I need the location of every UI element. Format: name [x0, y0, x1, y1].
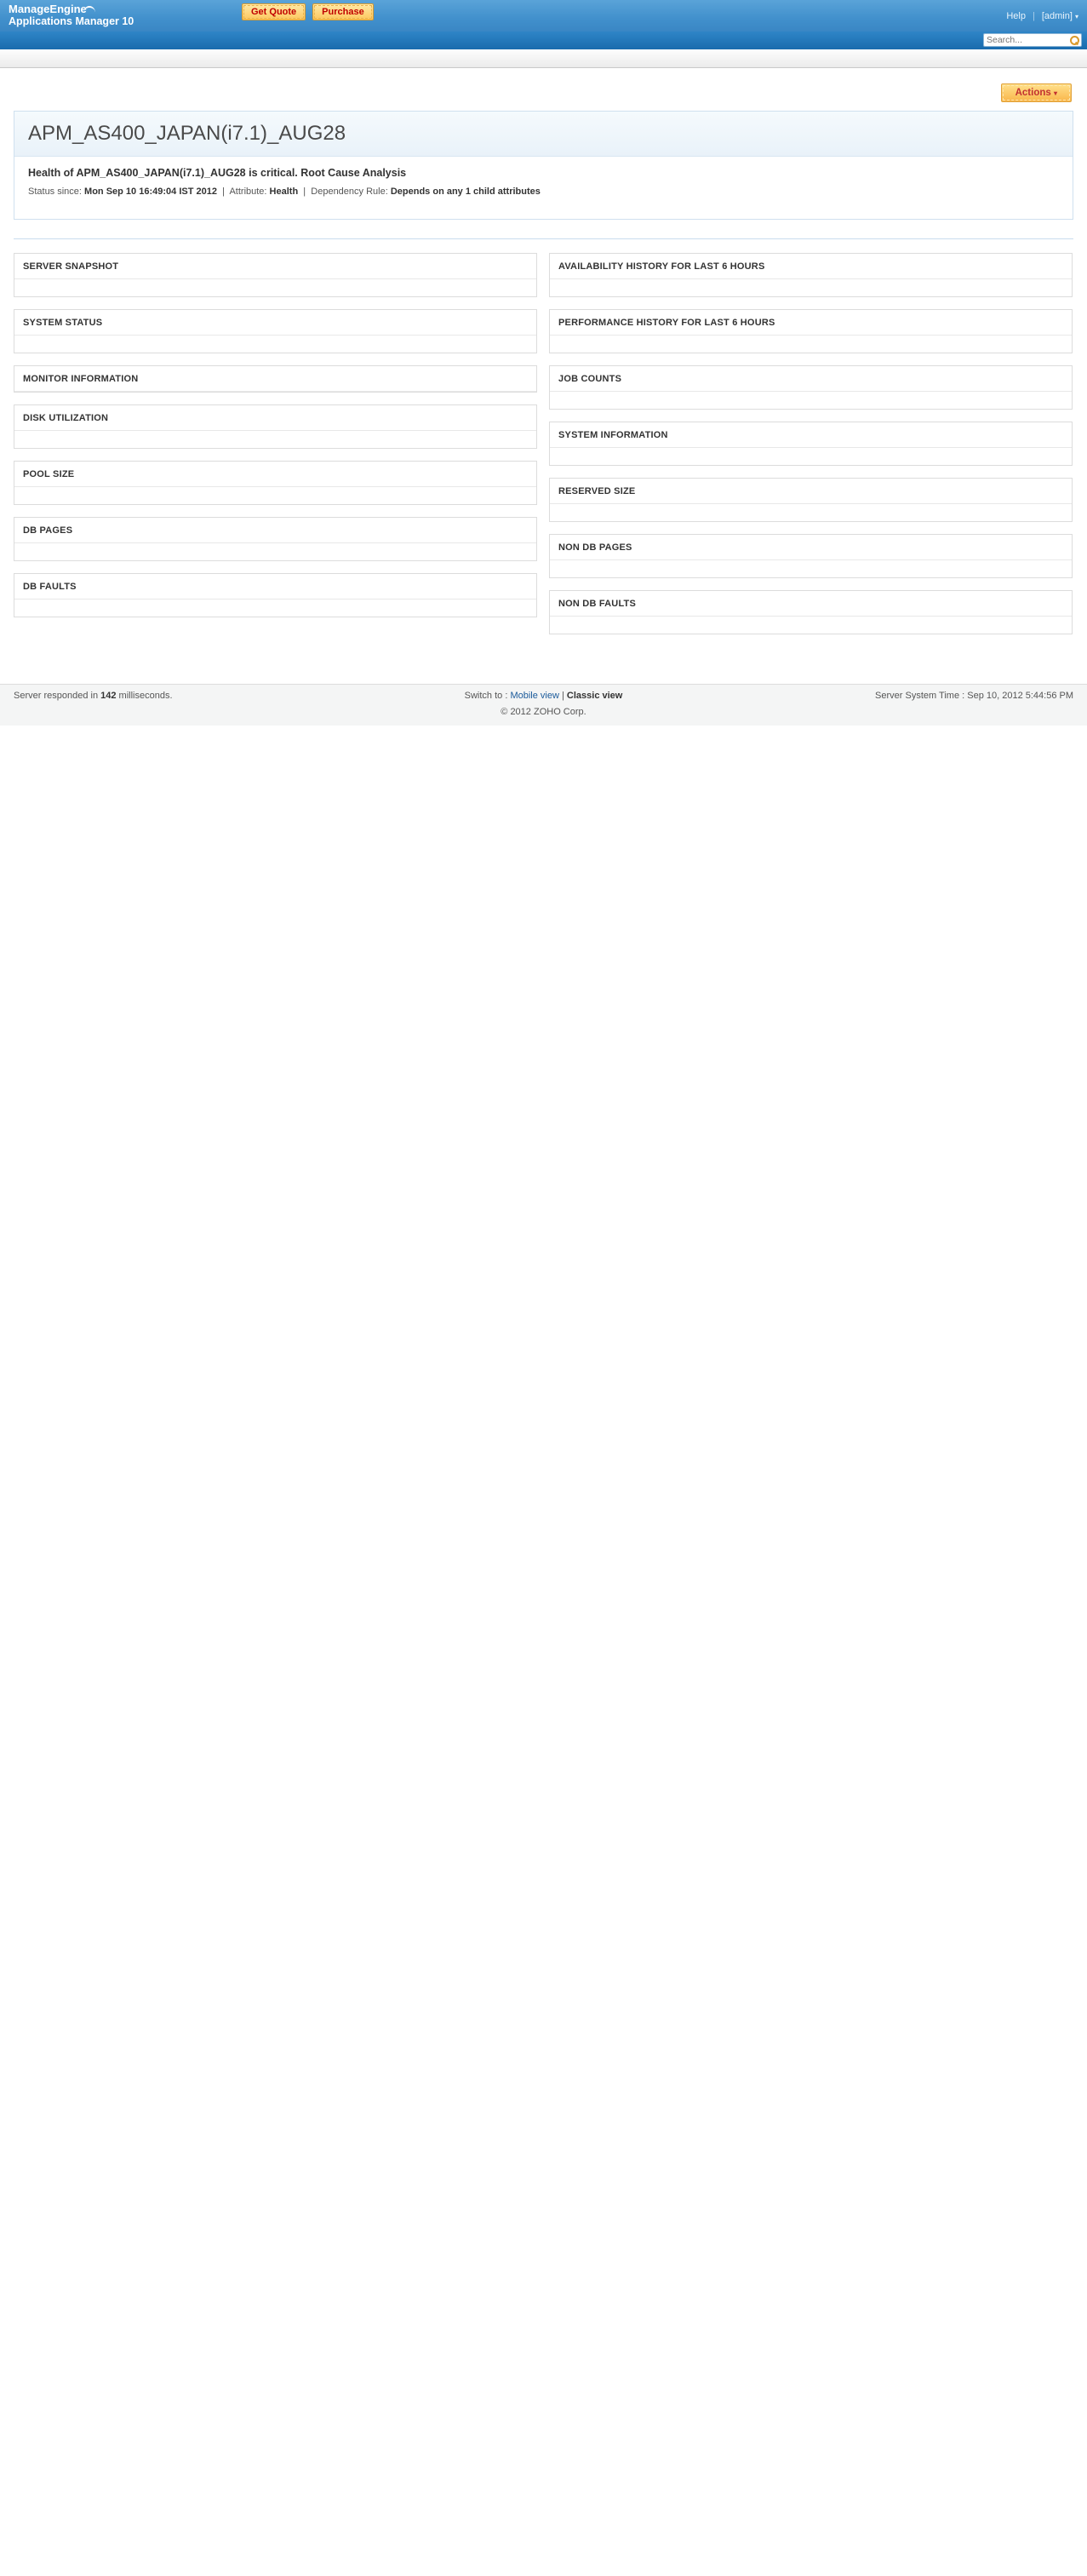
- footer: Server responded in 142 milliseconds. Sw…: [0, 684, 1087, 703]
- availability-history-chart: [550, 279, 1072, 296]
- db-faults-chart: [14, 600, 536, 617]
- section-title: RESERVED SIZE: [550, 479, 1072, 504]
- system-information-meters: [550, 448, 1072, 465]
- app-logo: ManageEngine Applications Manager 10: [9, 3, 134, 27]
- job-counts-pie: [550, 392, 1072, 409]
- section-title: POOL SIZE: [14, 462, 536, 487]
- panel-system-status: SYSTEM STATUS: [14, 309, 537, 353]
- panel-availability-history: AVAILABILITY HISTORY FOR LAST 6 HOURS: [549, 253, 1073, 297]
- left-column: SERVER SNAPSHOT SYSTEM STATUS MONITOR IN…: [14, 253, 537, 629]
- section-title: SYSTEM INFORMATION: [550, 422, 1072, 448]
- panel-monitor-information: MONITOR INFORMATION: [14, 365, 537, 393]
- view-switch: Switch to : Mobile view | Classic view: [464, 691, 623, 701]
- pool-size-chart: [14, 487, 536, 504]
- panel-performance-history: PERFORMANCE HISTORY FOR LAST 6 HOURS: [549, 309, 1073, 353]
- sub-nav: [0, 49, 1087, 68]
- section-title: SYSTEM STATUS: [14, 310, 536, 336]
- logo-brand: ManageEngine: [9, 3, 87, 16]
- help-link[interactable]: Help: [1006, 10, 1026, 21]
- monitor-tabs: [14, 238, 1073, 239]
- section-title: NON DB PAGES: [550, 535, 1072, 560]
- logo-arc-icon: [83, 6, 95, 13]
- panel-system-information: SYSTEM INFORMATION: [549, 422, 1073, 466]
- panel-pool-size: POOL SIZE: [14, 461, 537, 505]
- search-icon[interactable]: [1070, 36, 1079, 45]
- panel-reserved-size: RESERVED SIZE: [549, 478, 1073, 522]
- search-box[interactable]: [983, 33, 1082, 47]
- right-column: AVAILABILITY HISTORY FOR LAST 6 HOURS PE…: [549, 253, 1073, 646]
- section-title: NON DB FAULTS: [550, 591, 1072, 617]
- response-time: Server responded in 142 milliseconds.: [14, 691, 173, 701]
- non-db-pages-chart: [550, 560, 1072, 577]
- panel-server-snapshot: SERVER SNAPSHOT: [14, 253, 537, 297]
- panel-disk-utilization: DISK UTILIZATION: [14, 404, 537, 449]
- non-db-faults-chart: [550, 617, 1072, 634]
- actions-button[interactable]: Actions ▾: [1000, 83, 1072, 102]
- section-title: DB FAULTS: [14, 574, 536, 600]
- panel-db-pages: DB PAGES: [14, 517, 537, 561]
- main-nav: [0, 32, 1087, 49]
- user-menu[interactable]: [admin] ▾: [1041, 10, 1078, 21]
- section-title: AVAILABILITY HISTORY FOR LAST 6 HOURS: [550, 254, 1072, 279]
- search-input[interactable]: [987, 35, 1070, 45]
- top-header: ManageEngine Applications Manager 10 Get…: [0, 0, 1087, 32]
- header-buttons: Get Quote Purchase: [242, 3, 374, 20]
- copyright: © 2012 ZOHO Corp.: [0, 703, 1087, 726]
- page-title: APM_AS400_JAPAN(i7.1)_AUG28: [14, 112, 1073, 157]
- section-title: JOB COUNTS: [550, 366, 1072, 392]
- db-pages-chart: [14, 543, 536, 560]
- panel-job-counts: JOB COUNTS: [549, 365, 1073, 410]
- section-title: DB PAGES: [14, 518, 536, 543]
- classic-view-link[interactable]: Classic view: [566, 691, 623, 701]
- reserved-size-chart: [550, 504, 1072, 521]
- monitor-summary-panel: APM_AS400_JAPAN(i7.1)_AUG28 Health of AP…: [14, 111, 1073, 220]
- mobile-view-link[interactable]: Mobile view: [510, 691, 559, 701]
- server-snapshot-gauges: [14, 279, 536, 296]
- system-status-gauges: [14, 336, 536, 353]
- panel-non-db-pages: NON DB PAGES: [549, 534, 1073, 578]
- performance-history-chart: [550, 336, 1072, 353]
- purchase-button[interactable]: Purchase: [312, 3, 374, 20]
- chevron-down-icon: ▾: [1053, 89, 1057, 97]
- rca-heading: Health of APM_AS400_JAPAN(i7.1)_AUG28 is…: [28, 167, 407, 179]
- panel-non-db-faults: NON DB FAULTS: [549, 590, 1073, 634]
- root-cause-analysis: Health of APM_AS400_JAPAN(i7.1)_AUG28 is…: [14, 157, 1073, 219]
- chevron-down-icon: ▾: [1074, 12, 1078, 20]
- section-title: DISK UTILIZATION: [14, 405, 536, 431]
- section-title: MONITOR INFORMATION: [14, 366, 536, 392]
- panel-db-faults: DB FAULTS: [14, 573, 537, 617]
- section-title: PERFORMANCE HISTORY FOR LAST 6 HOURS: [550, 310, 1072, 336]
- logo-product: Applications Manager 10: [9, 14, 134, 27]
- rca-status-line: Status since: Mon Sep 10 16:49:04 IST 20…: [28, 186, 541, 197]
- server-time: Server System Time : Sep 10, 2012 5:44:5…: [875, 691, 1073, 701]
- section-title: SERVER SNAPSHOT: [14, 254, 536, 279]
- get-quote-button[interactable]: Get Quote: [242, 3, 306, 20]
- disk-utilization-chart: [14, 431, 536, 448]
- header-separator: |: [1032, 10, 1035, 21]
